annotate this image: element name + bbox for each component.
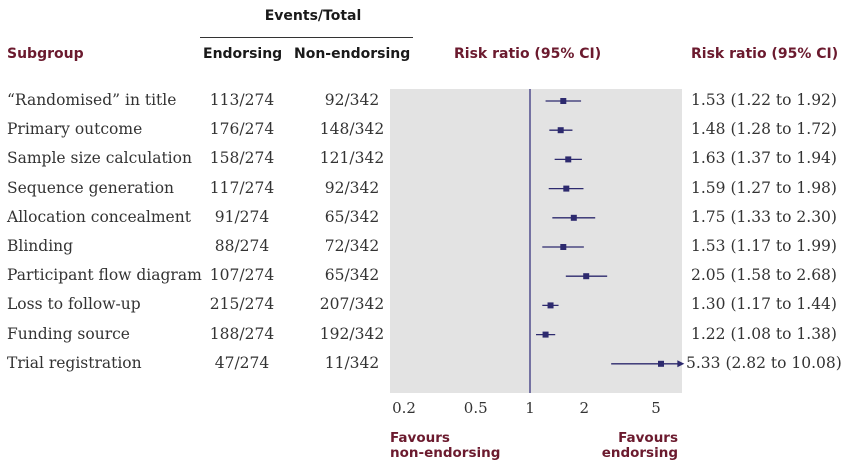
non-endorsing-value: 148/342	[319, 120, 385, 139]
favours-endorsing-label: Favours endorsing	[578, 431, 678, 461]
non-endorsing-value: 92/342	[324, 178, 380, 197]
non-endorsing-value: 192/342	[319, 324, 385, 343]
row-label: “Randomised” in title	[7, 91, 177, 109]
x-tick-label: 5	[651, 399, 661, 417]
events-total-rule	[200, 37, 413, 38]
point-estimate-marker	[542, 331, 549, 338]
events-total-header: Events/Total	[264, 8, 362, 24]
x-tick-label: 2	[579, 399, 589, 417]
non-endorsing-value: 65/342	[324, 266, 380, 285]
risk-ratio-ci-text: 1.53 (1.22 to 1.92)	[691, 91, 837, 109]
subgroup-header: Subgroup	[7, 46, 84, 62]
row-label: Sample size calculation	[7, 149, 192, 168]
risk-ratio-ci-text: 1.75 (1.33 to 2.30)	[691, 207, 837, 226]
risk-ratio-ci-text: 1.30 (1.17 to 1.44)	[691, 295, 837, 314]
row-label: Trial registration	[7, 353, 142, 372]
endorsing-value: 113/274	[209, 91, 275, 109]
favours-right-line1: Favours	[618, 430, 678, 446]
non-endorsing-value: 92/342	[324, 91, 380, 109]
x-tick-label: 0.5	[464, 399, 488, 417]
x-tick-label: 0.2	[392, 399, 416, 417]
non-endorsing-value: 72/342	[324, 237, 380, 255]
row-label: Allocation concealment	[7, 207, 191, 226]
non-endorsing-value: 11/342	[324, 353, 380, 372]
endorsing-header: Endorsing	[203, 46, 283, 62]
endorsing-value: 107/274	[209, 266, 275, 285]
point-estimate-marker	[547, 302, 554, 309]
non-endorsing-value: 121/342	[319, 149, 385, 168]
endorsing-value: 188/274	[209, 324, 275, 343]
risk-ratio-ci-text: 5.33 (2.82 to 10.08)	[686, 353, 842, 372]
endorsing-value: 176/274	[209, 120, 275, 139]
risk-ratio-ci-text: 1.53 (1.17 to 1.99)	[691, 237, 837, 255]
favours-left-line2: non-endorsing	[390, 445, 501, 461]
plot-header: Risk ratio (95% CI)	[454, 46, 602, 62]
endorsing-value: 158/274	[209, 149, 275, 168]
row-label: Funding source	[7, 324, 130, 343]
row-label: Blinding	[7, 237, 74, 255]
point-estimate-marker	[563, 185, 570, 192]
non-endorsing-value: 65/342	[324, 207, 380, 226]
point-estimate-marker	[570, 214, 577, 221]
non-endorsing-header: Non-endorsing	[294, 46, 411, 62]
endorsing-value: 215/274	[209, 295, 275, 314]
row-label: Primary outcome	[7, 120, 143, 139]
risk-ratio-ci-text: 1.63 (1.37 to 1.94)	[691, 149, 837, 168]
favours-right-line2: endorsing	[601, 445, 678, 461]
ci-header: Risk ratio (95% CI)	[691, 46, 839, 62]
row-label: Sequence generation	[7, 178, 175, 197]
point-estimate-marker	[557, 127, 564, 134]
point-estimate-marker	[658, 360, 665, 367]
point-estimate-marker	[560, 98, 567, 104]
ci-arrow	[677, 360, 685, 368]
endorsing-value: 88/274	[214, 237, 270, 255]
row-label: Participant flow diagram	[7, 266, 202, 285]
endorsing-value: 91/274	[214, 207, 270, 226]
favours-non-endorsing-label: Favours non-endorsing	[390, 431, 500, 461]
non-endorsing-value: 207/342	[319, 295, 385, 314]
plot-background	[390, 89, 682, 393]
row-label: Loss to follow-up	[7, 295, 141, 314]
point-estimate-marker	[560, 244, 567, 250]
risk-ratio-ci-text: 1.22 (1.08 to 1.38)	[691, 324, 837, 343]
favours-left-line1: Favours	[390, 430, 450, 446]
point-estimate-marker	[583, 273, 590, 280]
point-estimate-marker	[565, 156, 572, 163]
x-tick-label: 1	[525, 399, 535, 417]
endorsing-value: 117/274	[209, 178, 275, 197]
risk-ratio-ci-text: 2.05 (1.58 to 2.68)	[691, 266, 837, 285]
risk-ratio-ci-text: 1.48 (1.28 to 1.72)	[691, 120, 837, 139]
risk-ratio-ci-text: 1.59 (1.27 to 1.98)	[691, 178, 837, 197]
endorsing-value: 47/274	[214, 353, 270, 372]
